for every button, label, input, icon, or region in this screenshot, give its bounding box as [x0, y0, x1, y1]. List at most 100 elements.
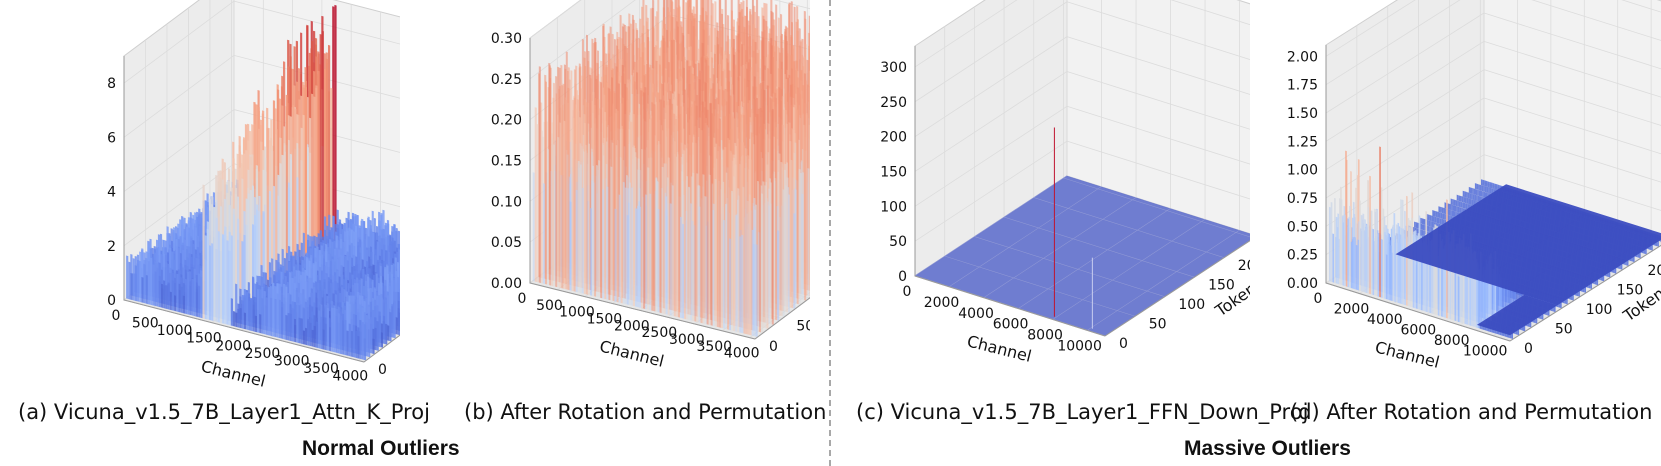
- surface-strip: [141, 277, 144, 303]
- grid-line: [123, 109, 235, 192]
- surface-strip: [241, 294, 244, 329]
- surface-strip: [246, 291, 249, 330]
- x-tick-label: 3500: [303, 361, 339, 377]
- surface-strip: [285, 314, 288, 341]
- surface-strip: [302, 330, 305, 345]
- surface-strip: [222, 234, 225, 324]
- surface-strip: [342, 324, 345, 355]
- surface-strip: [339, 318, 343, 355]
- surface-strip: [259, 314, 262, 334]
- surface-strip: [130, 273, 133, 301]
- surface-strip: [330, 87, 333, 250]
- surface-strip: [260, 141, 263, 300]
- grid-line: [123, 0, 235, 84]
- surface-strip: [355, 330, 358, 359]
- surface-strip: [128, 261, 131, 300]
- surface-plot-b: 0500100015002000250030003500400005010015…: [491, 0, 810, 371]
- surface-strip: [296, 302, 299, 343]
- surface-strip: [397, 312, 400, 336]
- surface-strip: [380, 332, 383, 348]
- surface-strip: [285, 94, 288, 281]
- surface-strip: [266, 127, 269, 298]
- chart-panel-b: 0500100015002000250030003500400005010015…: [400, 0, 810, 400]
- surface-strip: [393, 300, 396, 339]
- surface-strip: [248, 300, 251, 331]
- surface-strip: [278, 299, 281, 339]
- surface-strip: [319, 34, 322, 256]
- surface-strip: [189, 285, 192, 316]
- x-tick-label: 500: [132, 316, 159, 332]
- surface-strip: [309, 322, 312, 347]
- surface-strip: [391, 304, 394, 338]
- surface-strip: [147, 261, 151, 305]
- surface-strip: [328, 44, 331, 250]
- surface-strip: [156, 269, 159, 307]
- surface-strip: [198, 285, 201, 318]
- surface-strip: [300, 127, 303, 272]
- surface: [126, 4, 400, 361]
- surface-strip: [332, 6, 335, 247]
- x-tick-label: 1500: [186, 331, 222, 347]
- surface-strip: [344, 319, 347, 356]
- surface-strip: [289, 159, 293, 278]
- surface-strip: [191, 278, 194, 316]
- surface-strip: [283, 151, 286, 285]
- surface-strip: [237, 303, 240, 328]
- chart-panel-a: 0500100015002000250030003500400005010015…: [0, 0, 400, 400]
- surface-strip: [209, 245, 212, 321]
- y-tick-label: 0: [378, 362, 387, 378]
- surface-strip: [363, 324, 367, 361]
- grid-line: [123, 55, 235, 138]
- grid-line: [529, 0, 582, 39]
- surface-strip: [265, 297, 268, 336]
- surface-strip: [804, 103, 807, 301]
- surface-strip: [150, 257, 153, 306]
- surface-strip: [307, 318, 310, 346]
- z-tick-label: 6: [107, 130, 116, 146]
- surface-strip: [264, 171, 267, 297]
- surface-strip: [311, 93, 314, 262]
- surface-strip: [287, 312, 290, 341]
- surface-strip: [263, 290, 266, 335]
- surface-strip: [302, 114, 305, 269]
- surface-strip: [361, 321, 364, 360]
- surface-strip: [348, 323, 351, 357]
- surface-strip: [313, 96, 316, 263]
- surface-strip: [249, 189, 252, 310]
- surface-strip: [134, 265, 137, 302]
- surface-strip: [298, 317, 301, 344]
- surface-strip: [323, 68, 326, 253]
- surface-strip: [211, 243, 214, 321]
- surface-strip: [224, 226, 227, 325]
- surface-strip: [294, 324, 297, 343]
- z-tick-label: 4: [107, 185, 116, 201]
- surface-strip: [132, 258, 135, 301]
- surface-strip: [372, 338, 375, 355]
- surface-strip: [809, 125, 810, 297]
- surface-strip: [161, 288, 164, 308]
- surface-strip: [385, 323, 388, 345]
- surface-strip: [321, 30, 324, 257]
- surface-strip: [174, 295, 177, 312]
- grid-line: [233, 54, 400, 99]
- surface-strip: [378, 315, 381, 348]
- surface-strip: [202, 184, 205, 319]
- surface-strip: [257, 288, 260, 333]
- surface-strip: [145, 275, 148, 305]
- surface-strip: [357, 335, 360, 359]
- surface-strip: [137, 259, 140, 302]
- surface-strip: [182, 295, 185, 314]
- surface-strip: [167, 282, 170, 310]
- surface-strip: [169, 291, 172, 311]
- surface-strip: [217, 231, 220, 323]
- surface-strip: [178, 289, 181, 313]
- surface-strip: [315, 85, 318, 259]
- surface-strip: [143, 264, 146, 304]
- surface-strip: [322, 329, 325, 350]
- grid-line: [233, 0, 400, 45]
- z-tick-label: 0: [107, 293, 116, 309]
- grid-line: [529, 0, 636, 80]
- surface-strip: [798, 168, 801, 305]
- surface-strip: [346, 330, 349, 356]
- surface-strip: [230, 298, 233, 326]
